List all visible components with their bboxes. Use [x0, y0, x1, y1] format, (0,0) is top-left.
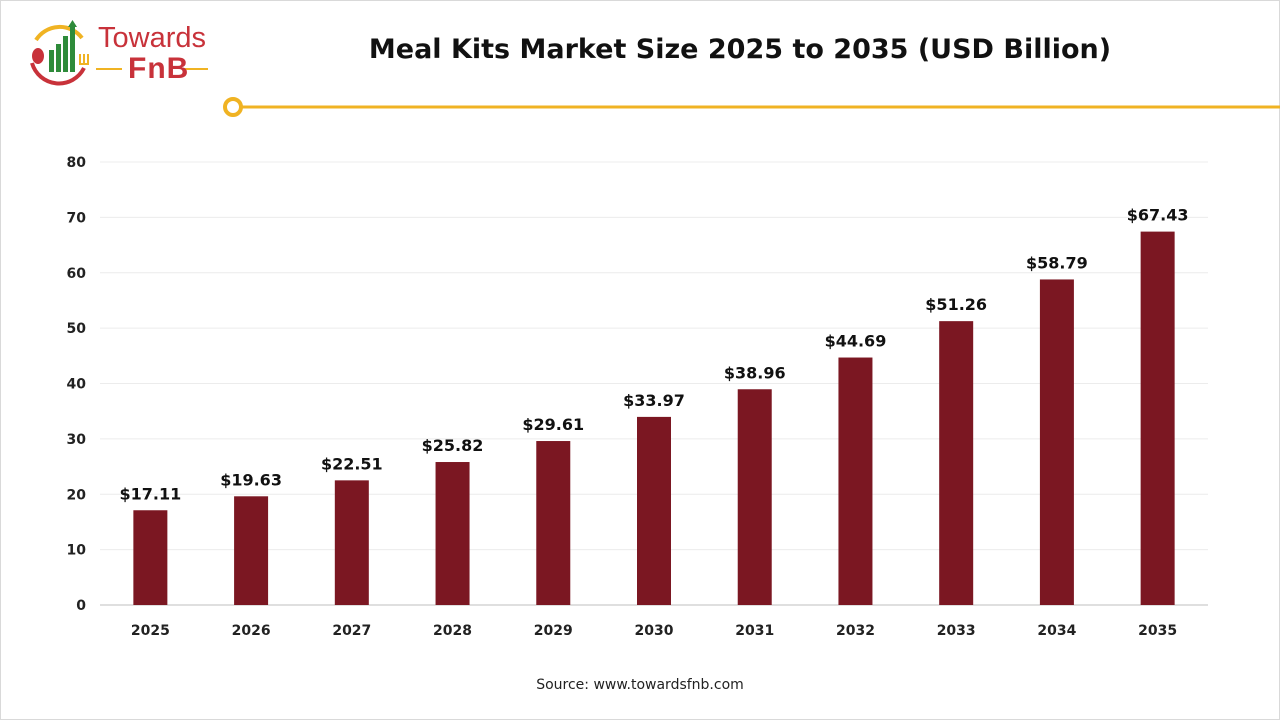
y-tick-label: 70	[67, 210, 87, 226]
data-label: $29.61	[522, 415, 584, 434]
y-tick-label: 20	[67, 487, 87, 503]
bar-2035	[1140, 231, 1175, 605]
x-tick-label: 2033	[937, 623, 976, 639]
y-tick-label: 0	[76, 598, 86, 614]
bar-2034	[1039, 279, 1074, 605]
brand-underline	[96, 68, 208, 70]
data-label: $44.69	[825, 332, 887, 351]
y-tick-label: 60	[67, 266, 87, 282]
x-tick-label: 2035	[1138, 623, 1177, 639]
x-tick-label: 2028	[433, 623, 472, 639]
data-label: $19.63	[220, 470, 282, 489]
data-label: $38.96	[724, 363, 786, 382]
x-tick-label: 2025	[131, 623, 170, 639]
bar-2029	[536, 441, 571, 605]
data-label: $51.26	[925, 295, 987, 314]
chart-title: Meal Kits Market Size 2025 to 2035 (USD …	[368, 34, 1112, 65]
x-tick-label: 2032	[836, 623, 875, 639]
bar-2028	[435, 462, 470, 605]
x-tick-label: 2030	[635, 623, 674, 639]
y-tick-label: 30	[67, 432, 87, 448]
x-tick-label: 2034	[1037, 623, 1076, 639]
y-tick-label: 50	[67, 321, 87, 337]
bar-2025	[133, 510, 168, 605]
y-tick-label: 10	[67, 543, 87, 559]
data-label: $33.97	[623, 391, 685, 410]
x-tick-label: 2026	[232, 623, 271, 639]
brand-subname: FnB	[128, 52, 190, 85]
brand-logo	[22, 18, 222, 88]
bar-2027	[334, 480, 369, 605]
y-tick-label: 40	[67, 377, 87, 393]
x-tick-label: 2027	[332, 623, 371, 639]
data-label: $58.79	[1026, 253, 1088, 272]
data-label: $22.51	[321, 454, 383, 473]
logo-icon	[30, 20, 89, 86]
data-label: $25.82	[422, 436, 484, 455]
y-tick-label: 80	[67, 155, 87, 171]
x-tick-label: 2031	[735, 623, 774, 639]
bar-2026	[234, 496, 269, 605]
source-note: Source: www.towardsfnb.com	[536, 677, 744, 693]
data-label: $67.43	[1127, 206, 1189, 225]
bar-2033	[939, 321, 974, 605]
data-label: $17.11	[119, 484, 181, 503]
bar-2031	[737, 389, 772, 605]
bar-2032	[838, 357, 873, 605]
brand-name: Towards	[98, 22, 206, 54]
bar-2030	[637, 416, 671, 605]
x-tick-label: 2029	[534, 623, 573, 639]
